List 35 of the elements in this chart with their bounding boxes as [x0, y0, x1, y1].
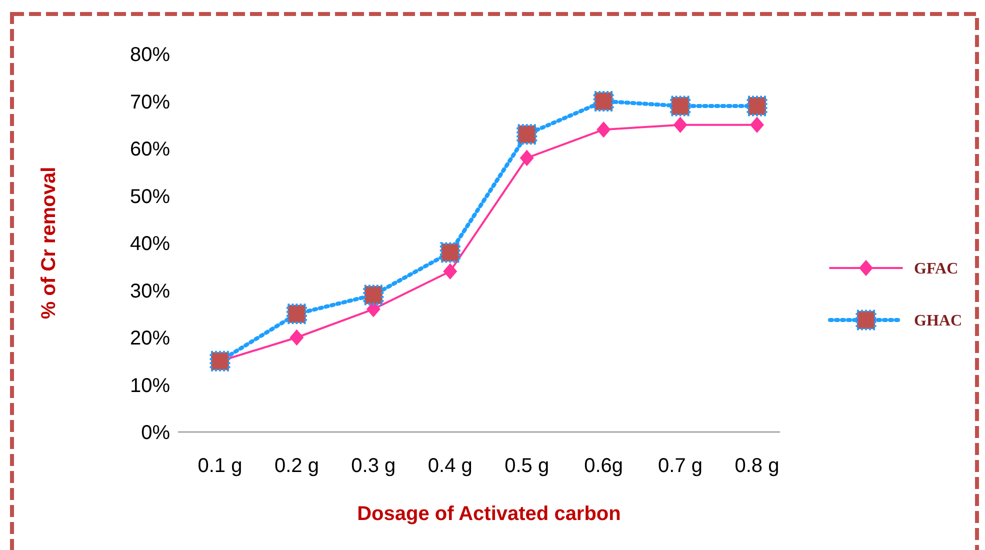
x-tick-label: 0.7 g	[658, 455, 703, 477]
y-axis-title: % of Cr removal	[38, 166, 60, 320]
legend-label: GHAC	[914, 312, 962, 330]
y-tick-label: 40%	[130, 233, 170, 255]
point	[750, 117, 764, 133]
x-tick-label: 0.5 g	[504, 455, 550, 477]
point	[520, 150, 534, 166]
x-tick-label: 0.2 g	[274, 455, 319, 477]
x-axis-title: Dosage of Activated carbon	[357, 503, 621, 525]
point	[746, 96, 768, 116]
point	[670, 96, 691, 116]
point	[363, 284, 384, 306]
y-tick-label: 80%	[130, 44, 170, 66]
x-tick-label: 0.3 g	[351, 455, 396, 477]
y-tick-label: 20%	[130, 328, 170, 350]
point	[593, 91, 614, 112]
x-tick-label: 0.8 g	[734, 455, 780, 477]
point	[210, 350, 230, 372]
y-tick-label: 10%	[130, 374, 170, 397]
point	[290, 330, 304, 346]
x-tick-label: 0.1 g	[198, 455, 242, 477]
legend-label: GFAC	[914, 260, 958, 278]
y-tick-label: 50%	[130, 186, 170, 208]
point	[516, 124, 538, 145]
point	[443, 264, 457, 280]
point	[286, 304, 307, 324]
y-tick-label: 70%	[130, 91, 170, 114]
point	[596, 122, 610, 138]
y-tick-label: 0%	[141, 422, 170, 444]
point	[440, 242, 460, 263]
x-tick-label: 0.6g	[584, 455, 624, 477]
point	[674, 117, 688, 133]
y-tick-label: 60%	[130, 138, 170, 160]
y-tick-label: 30%	[130, 280, 170, 302]
x-tick-label: 0.4 g	[428, 455, 472, 477]
